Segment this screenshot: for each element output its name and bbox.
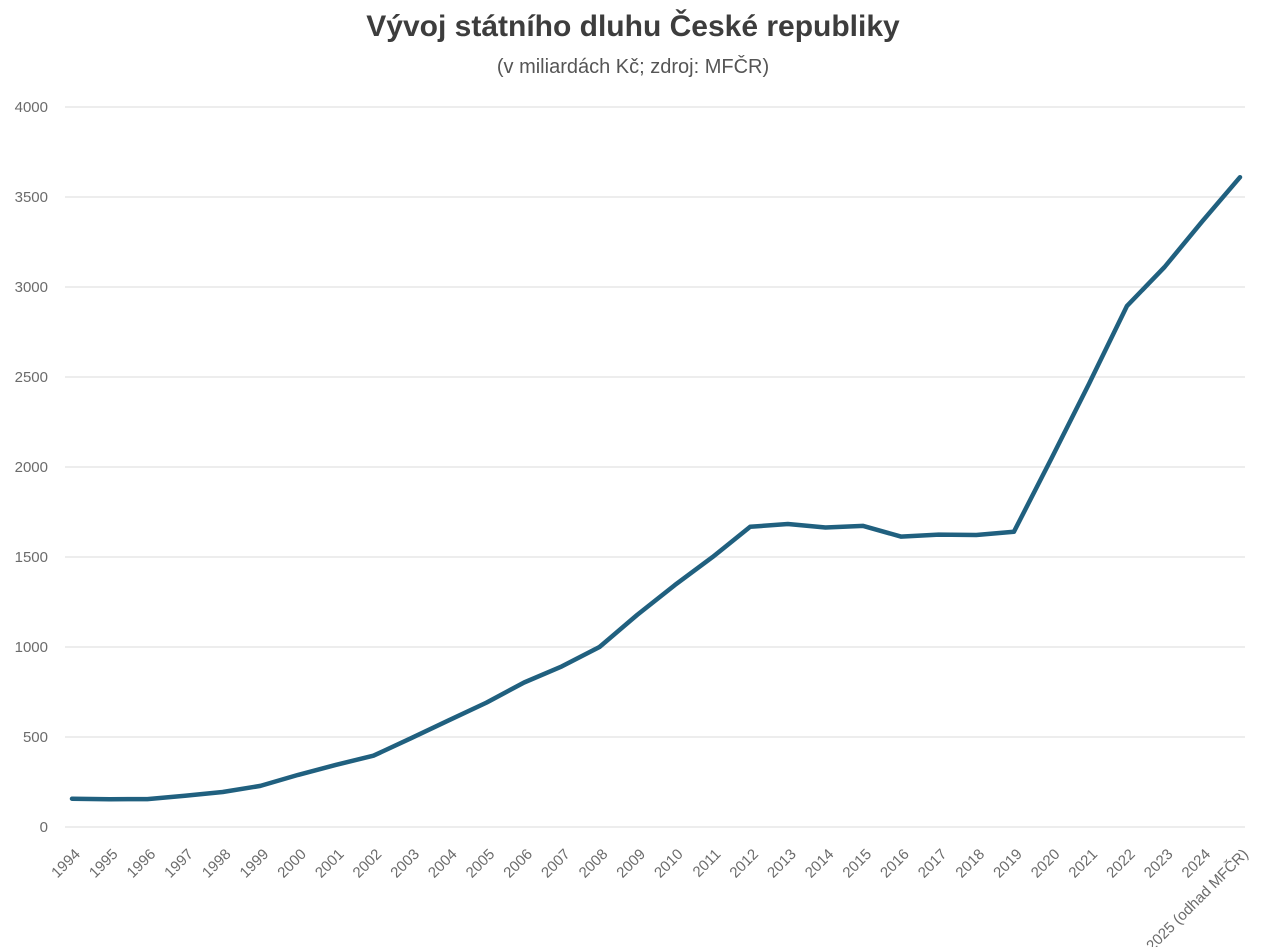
x-tick-label: 2005 [463,846,499,882]
chart-title: Vývoj státního dluhu České republiky [366,10,900,43]
x-tick-label: 2023 [1141,846,1177,882]
x-tick-label: 2009 [613,846,649,882]
x-tick-label: 2013 [764,846,800,882]
x-tick-label: 2006 [500,846,536,882]
x-tick-label: 2002 [350,846,386,882]
y-tick-label: 4000 [15,99,48,116]
x-tick-label: 2011 [690,846,725,881]
x-tick-label: 2000 [274,846,310,882]
x-tick-label: 2012 [726,846,762,882]
x-tick-label: 2004 [425,846,461,882]
x-tick-label: 2020 [1028,846,1064,882]
y-tick-label: 0 [40,819,48,836]
x-tick-label: 2014 [802,846,838,882]
x-tick-label: 1996 [124,846,160,882]
y-tick-label: 1500 [15,549,48,566]
x-tick-label: 2018 [952,846,988,882]
x-tick-label: 2010 [651,846,687,882]
x-tick-label: 1999 [237,846,273,882]
x-tick-label: 2015 [839,846,875,882]
y-tick-label: 3500 [15,189,48,206]
x-tick-label: 2007 [538,846,574,882]
y-tick-label: 3000 [15,279,48,296]
x-tick-label: 1997 [161,846,197,882]
y-tick-label: 2000 [15,459,48,476]
x-tick-label: 2016 [877,846,913,882]
x-tick-label: 2017 [915,846,951,882]
x-tick-label: 2019 [990,846,1026,882]
debt-line [69,174,1243,802]
x-tick-label: 2008 [576,846,612,882]
x-tick-label: 2021 [1065,846,1101,882]
x-tick-label: 1994 [48,846,84,882]
x-tick-label: 1998 [199,846,235,882]
x-tick-label: 2001 [312,846,348,882]
x-tick-label: 1995 [86,846,122,882]
y-tick-label: 500 [23,729,48,746]
x-tick-label: 2022 [1103,846,1139,882]
x-tick-label: 2003 [387,846,423,882]
y-tick-label: 1000 [15,639,48,656]
chart-subtitle: (v miliardách Kč; zdroj: MFČR) [496,56,770,78]
y-tick-label: 2500 [15,369,48,386]
